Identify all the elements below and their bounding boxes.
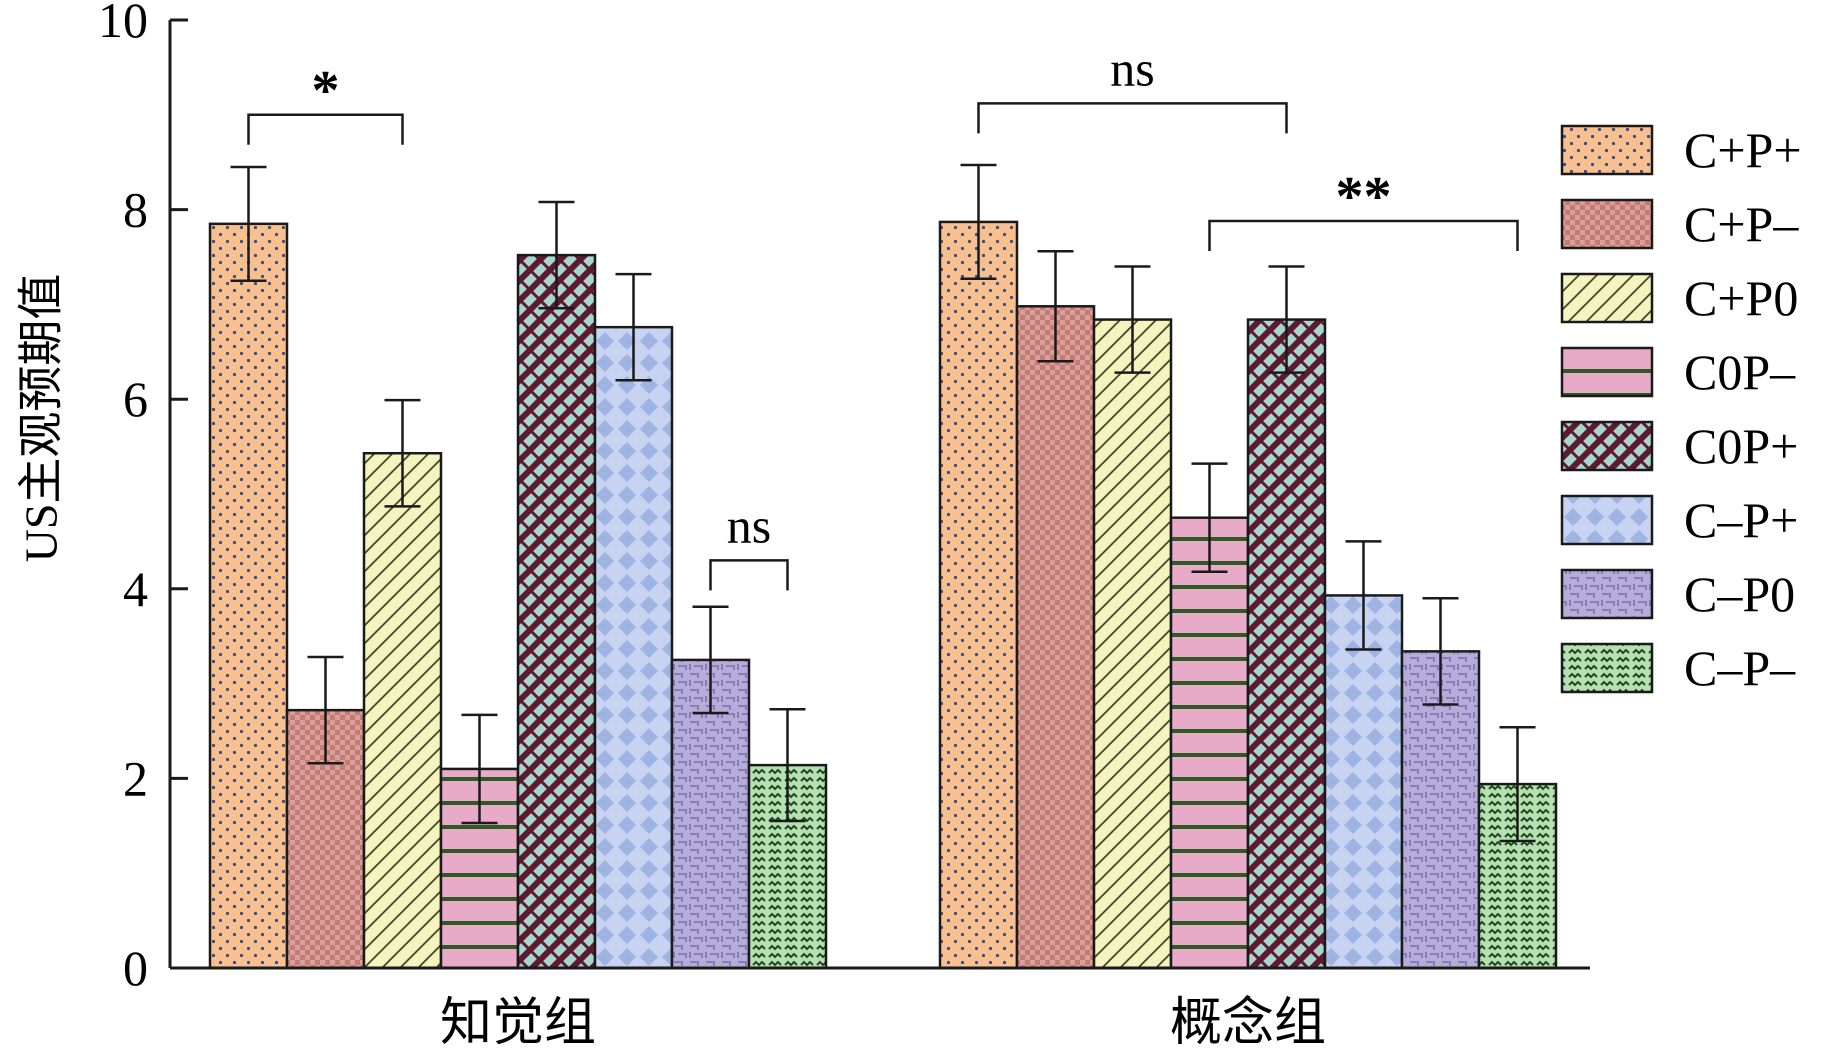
legend-swatch-2	[1560, 272, 1654, 324]
plot-area: * ns ns ** 0 2 4 6 8 10 知觉组 概念组	[98, 0, 1590, 1052]
legend-swatch-4	[1560, 420, 1654, 472]
axes-layer: 0 2 4 6 8 10 知觉组 概念组	[98, 0, 1590, 1052]
legend-label-1: C+P–	[1684, 196, 1799, 252]
significance-brackets-layer: * ns ns **	[247, 40, 1519, 591]
significance-label-3: **	[1336, 166, 1392, 228]
x-tick-label-1: 概念组	[1170, 994, 1326, 1052]
bar-1-1	[1015, 305, 1096, 970]
significance-bracket-3	[1208, 219, 1519, 251]
bar-1-4	[1246, 318, 1327, 970]
legend-swatch-6	[1560, 568, 1654, 620]
bar-0-4	[516, 253, 597, 970]
legend-label-6: C–P0	[1684, 566, 1795, 622]
error-bar-1-6	[1422, 597, 1459, 706]
bar-0-5	[593, 325, 674, 970]
error-bar-0-0	[230, 165, 267, 282]
error-bar-1-4	[1268, 265, 1305, 374]
legend-swatch-5	[1560, 494, 1654, 546]
error-bar-0-5	[615, 272, 652, 382]
error-bar-0-7	[769, 707, 806, 823]
legend: C+P+ C+P– C+P0 C0P– C0P+ C–P+ C–P0 C–P–	[1560, 122, 1802, 696]
legend-swatch-0	[1560, 124, 1654, 176]
x-tick-label-0: 知觉组	[440, 995, 596, 1052]
bars-layer	[208, 220, 1558, 970]
error-bar-0-6	[692, 605, 729, 715]
bar-1-5	[1323, 594, 1404, 970]
bar-1-2	[1092, 318, 1173, 970]
significance-bracket-0	[247, 113, 404, 145]
y-tick-label-0: 0	[123, 940, 148, 996]
y-tick-label-4: 8	[123, 182, 148, 238]
y-tick-label-3: 6	[123, 371, 148, 427]
error-bar-1-7	[1499, 725, 1536, 843]
legend-item-2: C+P0	[1560, 270, 1798, 326]
bar-1-0	[938, 220, 1019, 970]
legend-label-2: C+P0	[1684, 270, 1798, 326]
y-tick-label-5: 10	[98, 0, 148, 48]
significance-bracket-1	[709, 559, 789, 591]
bar-0-0	[208, 222, 289, 970]
legend-item-3: C0P–	[1560, 344, 1796, 400]
bar-1-3	[1169, 516, 1250, 970]
legend-item-0: C+P+	[1560, 122, 1802, 178]
legend-label-4: C0P+	[1684, 418, 1798, 474]
legend-item-5: C–P+	[1560, 492, 1798, 548]
legend-label-3: C0P–	[1684, 344, 1796, 400]
legend-item-1: C+P–	[1560, 196, 1799, 252]
legend-item-4: C0P+	[1560, 418, 1798, 474]
legend-swatch-1	[1560, 198, 1654, 250]
error-bar-0-3	[461, 713, 498, 825]
significance-label-1: ns	[727, 497, 771, 553]
y-tick-label-1: 2	[123, 750, 148, 806]
error-bar-1-0	[960, 163, 997, 281]
error-bar-1-2	[1114, 265, 1151, 374]
error-bar-1-5	[1345, 540, 1382, 651]
significance-bracket-2	[977, 102, 1288, 134]
bar-0-2	[362, 451, 443, 970]
legend-item-6: C–P0	[1560, 566, 1795, 622]
legend-label-0: C+P+	[1684, 122, 1802, 178]
legend-swatch-3	[1560, 346, 1654, 398]
error-bar-1-3	[1191, 462, 1228, 573]
error-bar-0-1	[307, 655, 344, 765]
significance-label-0: *	[312, 60, 340, 122]
legend-swatch-7	[1560, 642, 1654, 694]
error-bar-0-4	[538, 200, 575, 310]
y-tick-label-2: 4	[123, 561, 148, 617]
y-axis-label: US主观预期值	[16, 274, 67, 563]
legend-label-7: C–P–	[1684, 640, 1796, 696]
legend-label-5: C–P+	[1684, 492, 1798, 548]
error-bar-0-2	[384, 398, 421, 508]
legend-item-7: C–P–	[1560, 640, 1796, 696]
error-bars-layer	[230, 163, 1536, 843]
error-bar-1-1	[1037, 250, 1074, 363]
significance-label-2: ns	[1110, 40, 1154, 96]
